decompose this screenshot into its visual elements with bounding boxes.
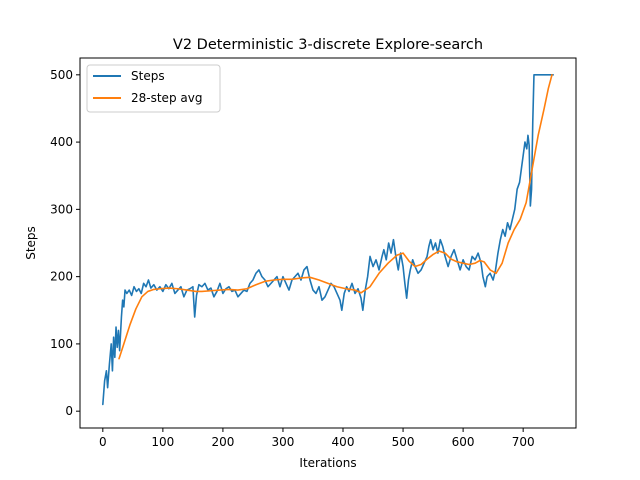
legend: Steps 28-step avg: [86, 64, 221, 113]
plot-area: [102, 74, 554, 406]
y-tick-label: 100: [50, 337, 73, 351]
y-tick-label: 0: [65, 404, 73, 418]
x-axis-label: Iterations: [299, 456, 356, 470]
y-tick-label: 200: [50, 270, 73, 284]
x-tick-label: 300: [272, 435, 295, 449]
y-axis-label: Steps: [24, 226, 38, 260]
series-line-1: [118, 74, 553, 360]
x-tick-label: 600: [452, 435, 475, 449]
x-tick-label: 200: [211, 435, 234, 449]
series-line-0: [102, 74, 554, 406]
chart-title: V2 Deterministic 3-discrete Explore-sear…: [173, 37, 483, 53]
legend-label-steps: Steps: [131, 69, 165, 83]
y-tick-label: 300: [50, 202, 73, 216]
axis-ticks: 0 100 200 300 400 500 600 700 0 100 200 300 400 500: [50, 68, 535, 449]
legend-label-avg: 28-step avg: [131, 91, 202, 105]
x-tick-label: 700: [512, 435, 535, 449]
x-tick-label: 400: [332, 435, 355, 449]
x-tick-label: 100: [151, 435, 174, 449]
axes-frame: [79, 57, 577, 429]
y-tick-label: 400: [50, 135, 73, 149]
x-tick-label: 0: [99, 435, 107, 449]
x-tick-label: 500: [392, 435, 415, 449]
y-tick-label: 500: [50, 68, 73, 82]
